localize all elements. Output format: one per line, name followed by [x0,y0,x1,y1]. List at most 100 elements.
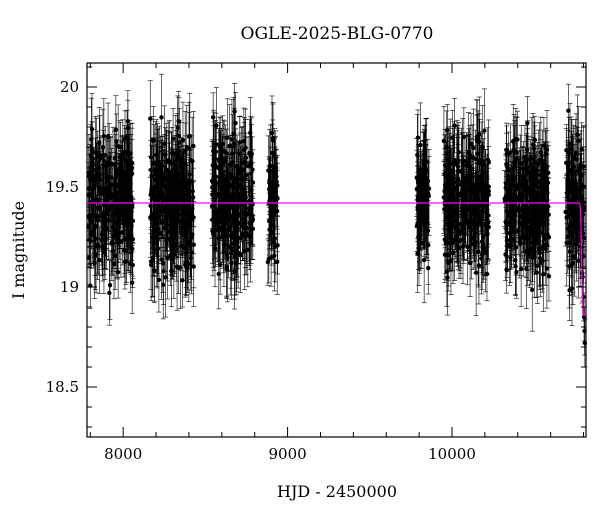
data-point [100,145,106,150]
data-point [90,162,96,168]
data-point [156,174,162,179]
data-point [184,250,189,256]
data-point [248,130,253,135]
season-2-points [147,73,197,320]
data-point [216,165,221,171]
data-point [115,269,121,275]
data-point [155,246,161,251]
data-point [111,225,116,230]
data-point [183,181,188,187]
data-point [421,151,427,157]
data-point [160,261,166,266]
data-point [247,233,252,239]
data-point [122,182,127,187]
data-point [482,128,487,133]
data-point [245,247,250,253]
data-point [171,226,177,232]
data-point [123,202,129,208]
data-point [163,275,168,280]
data-point [233,120,238,126]
data-point [187,209,192,215]
data-point [450,250,456,255]
data-point [106,218,111,223]
data-point [415,135,421,140]
data-point [91,178,97,184]
data-point [129,280,135,285]
data-point [191,143,196,149]
data-point [418,209,424,214]
data-points [86,73,588,368]
data-point [274,208,280,214]
data-point [109,240,115,245]
data-point [115,240,120,245]
data-point [164,213,169,219]
data-point [210,115,216,120]
data-point [191,242,197,247]
data-point [415,152,420,158]
data-point [272,153,277,158]
data-point [156,277,162,282]
data-point [445,127,450,133]
data-point [117,144,123,150]
data-point [268,163,273,169]
data-point [176,155,182,160]
data-point [229,172,234,177]
season-4-points [265,95,281,295]
data-point [479,256,484,261]
data-point [250,218,255,224]
data-point [191,195,196,200]
data-point [217,262,223,268]
data-point [265,259,271,265]
data-point [101,250,107,255]
data-point [151,137,156,142]
data-point [99,237,104,243]
data-point [219,172,224,177]
data-point [167,210,172,216]
data-point [179,225,185,230]
data-point [418,142,423,148]
data-point [178,265,183,270]
data-point [224,151,229,156]
data-point [424,211,429,217]
data-point [230,184,236,189]
data-point [484,271,490,277]
data-point [267,188,273,194]
data-point [441,138,447,144]
data-point [170,136,176,141]
data-point [149,214,155,220]
data-point [159,115,164,120]
data-point [485,220,491,226]
data-point [250,180,256,185]
data-point [229,137,235,142]
data-point [415,207,420,212]
data-point [189,235,194,240]
data-point [420,186,425,191]
data-point [240,224,245,229]
data-point [96,244,101,249]
data-point [275,259,280,264]
data-point [97,258,102,263]
data-point [98,213,104,218]
data-point [114,182,120,187]
data-point [231,213,236,218]
data-point [452,123,457,128]
data-point [148,203,153,209]
data-point [181,245,187,251]
data-point [248,160,253,165]
data-point [107,290,112,296]
data-point [157,167,162,172]
season-5-points [414,102,432,304]
data-point [113,206,118,211]
data-point [426,265,431,271]
data-point [421,257,427,263]
data-point [476,263,482,268]
data-point [151,187,157,193]
data-point [118,154,123,160]
data-point [272,244,278,249]
data-point [107,282,113,288]
data-point [473,270,479,275]
data-point [153,184,159,189]
data-point [99,232,105,237]
data-point [441,195,446,200]
